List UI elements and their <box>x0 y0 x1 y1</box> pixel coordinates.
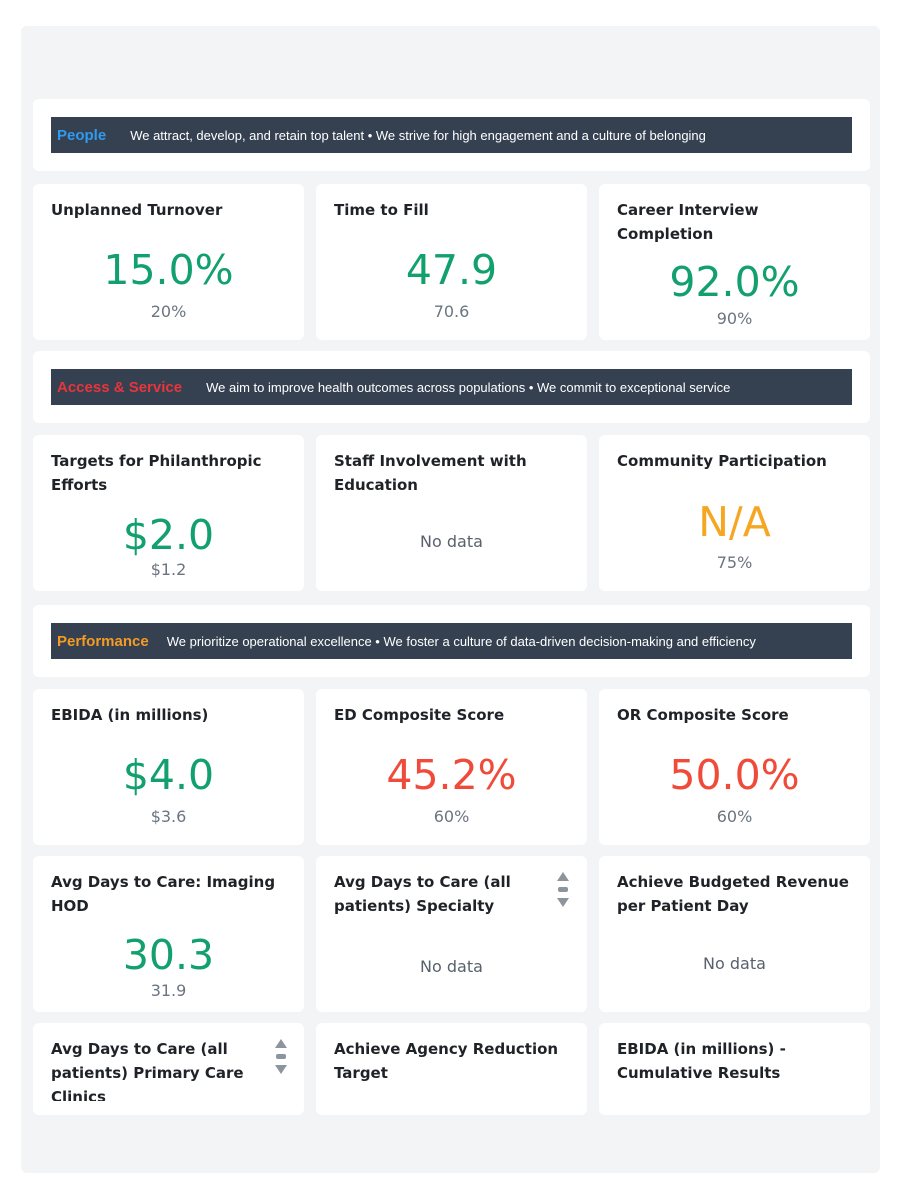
kpi-target: 90% <box>716 309 753 328</box>
scroll-thumb-icon[interactable] <box>276 1054 286 1059</box>
kpi-title: Time to Fill <box>334 201 429 219</box>
kpi-target: 31.9 <box>150 981 187 1000</box>
kpi-title: ED Composite Score <box>334 706 505 724</box>
section-desc-access: We aim to improve health outcomes across… <box>206 379 731 395</box>
kpi-card-community[interactable]: Community Participation N/A 75% <box>599 435 870 591</box>
kpi-value: 15.0% <box>103 246 234 294</box>
kpi-value: 30.3 <box>122 931 215 979</box>
scroll-up-icon[interactable] <box>557 872 569 881</box>
kpi-title: Unplanned Turnover <box>51 201 223 219</box>
section-access-service: Access & Service We aim to improve healt… <box>33 351 870 423</box>
section-title-people: People <box>57 126 107 144</box>
no-data-text: No data <box>420 957 483 976</box>
kpi-card-philanthropic[interactable]: Targets for Philanthropic Efforts $2.0 $… <box>33 435 304 591</box>
kpi-title: Staff Involvement with Education <box>334 452 527 494</box>
scroll-up-icon[interactable] <box>275 1039 287 1048</box>
no-data-text: No data <box>703 954 766 973</box>
section-banner-performance: Performance We prioritize operational ex… <box>51 623 852 659</box>
kpi-card-ebida[interactable]: EBIDA (in millions) $4.0 $3.6 <box>33 689 304 845</box>
kpi-target: 60% <box>716 807 753 826</box>
kpi-title: EBIDA (in millions) <box>51 706 209 724</box>
kpi-card-primary-care[interactable]: Avg Days to Care (all patients) Primary … <box>33 1023 304 1115</box>
title-scroll-control[interactable] <box>274 1039 288 1079</box>
section-desc-people: We attract, develop, and retain top tale… <box>130 127 706 143</box>
kpi-title: Community Participation <box>617 452 827 470</box>
kpi-title: Avg Days to Care: Imaging HOD <box>51 873 276 915</box>
scroll-down-icon[interactable] <box>275 1065 287 1074</box>
kpi-value: 92.0% <box>669 258 800 306</box>
section-banner-people: People We attract, develop, and retain t… <box>51 117 852 153</box>
section-title-access: Access & Service <box>57 378 183 396</box>
section-performance: Performance We prioritize operational ex… <box>33 605 870 677</box>
scroll-thumb-icon[interactable] <box>558 887 568 892</box>
kpi-target: $1.2 <box>150 560 187 579</box>
kpi-card-specialty-care[interactable]: Avg Days to Care (all patients) Specialt… <box>316 856 587 1012</box>
kpi-target: 20% <box>150 302 187 321</box>
kpi-card-or-composite[interactable]: OR Composite Score 50.0% 60% <box>599 689 870 845</box>
section-banner-access: Access & Service We aim to improve healt… <box>51 369 852 405</box>
scroll-down-icon[interactable] <box>557 898 569 907</box>
kpi-value: 50.0% <box>669 751 800 799</box>
section-people: People We attract, develop, and retain t… <box>33 99 870 171</box>
kpi-value: N/A <box>698 498 771 546</box>
kpi-card-ed-composite[interactable]: ED Composite Score 45.2% 60% <box>316 689 587 845</box>
kpi-title: Targets for Philanthropic Efforts <box>51 452 262 494</box>
kpi-target: $3.6 <box>150 807 187 826</box>
kpi-value: 47.9 <box>405 246 498 294</box>
kpi-card-agency-reduction[interactable]: Achieve Agency Reduction Target <box>316 1023 587 1115</box>
kpi-value: 45.2% <box>386 751 517 799</box>
kpi-card-time-to-fill[interactable]: Time to Fill 47.9 70.6 <box>316 184 587 340</box>
kpi-value: $4.0 <box>122 751 215 799</box>
kpi-title: Career Interview Completion <box>617 201 759 243</box>
kpi-card-budget-revenue[interactable]: Achieve Budgeted Revenue per Patient Day… <box>599 856 870 1012</box>
no-data-text: No data <box>420 532 483 551</box>
section-desc-performance: We prioritize operational excellence • W… <box>166 633 756 649</box>
kpi-title: Avg Days to Care (all patients) Primary … <box>51 1040 244 1101</box>
kpi-card-ebida-cumulative[interactable]: EBIDA (in millions) - Cumulative Results <box>599 1023 870 1115</box>
kpi-target: 75% <box>716 553 753 572</box>
kpi-title: Achieve Agency Reduction Target <box>334 1040 559 1082</box>
kpi-card-staff-involvement[interactable]: Staff Involvement with Education No data <box>316 435 587 591</box>
kpi-title: EBIDA (in millions) - Cumulative Results <box>617 1040 786 1082</box>
kpi-target: 60% <box>433 807 470 826</box>
kpi-card-career-interview[interactable]: Career Interview Completion 92.0% 90% <box>599 184 870 340</box>
kpi-title: Achieve Budgeted Revenue per Patient Day <box>617 873 849 915</box>
kpi-title: Avg Days to Care (all patients) Specialt… <box>334 873 511 915</box>
kpi-target: 70.6 <box>433 302 470 321</box>
kpi-card-imaging[interactable]: Avg Days to Care: Imaging HOD 30.3 31.9 <box>33 856 304 1012</box>
kpi-title: OR Composite Score <box>617 706 789 724</box>
kpi-value: $2.0 <box>122 511 215 559</box>
kpi-card-unplanned-turnover[interactable]: Unplanned Turnover 15.0% 20% <box>33 184 304 340</box>
title-scroll-control[interactable] <box>556 872 570 912</box>
section-title-performance: Performance <box>57 632 149 650</box>
